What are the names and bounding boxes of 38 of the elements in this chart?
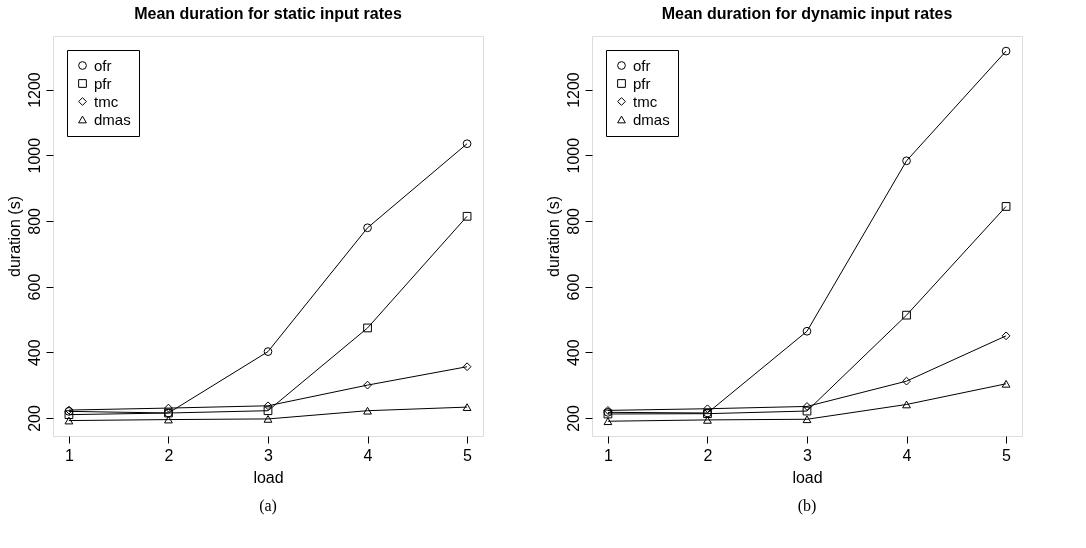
chart-title: Mean duration for static input rates	[134, 5, 402, 22]
x-tick-label: 1	[64, 446, 74, 464]
x-tick-label: 2	[164, 446, 174, 464]
y-tick-label: 200	[25, 404, 43, 432]
chart-title: Mean duration for dynamic input rates	[661, 5, 953, 22]
y-tick-label: 1000	[25, 137, 43, 174]
x-tick-label: 4	[363, 446, 373, 464]
x-tick-label: 2	[703, 446, 713, 464]
legend-label: tmc	[94, 92, 119, 110]
x-tick-label: 5	[463, 446, 473, 464]
y-tick-label: 1200	[564, 72, 582, 108]
y-axis-title: duration (s)	[544, 196, 562, 277]
x-tick-label: 3	[803, 446, 813, 464]
y-tick-label: 600	[564, 273, 582, 301]
x-tick-label: 1	[603, 446, 613, 464]
legend-label: ofr	[633, 56, 651, 74]
y-axis-title: duration (s)	[5, 196, 23, 277]
x-tick-label: 4	[902, 446, 912, 464]
legend-label: dmas	[633, 110, 670, 128]
y-tick-label: 600	[25, 273, 43, 301]
y-tick-label: 800	[564, 207, 582, 235]
y-tick-label: 1200	[25, 72, 43, 108]
x-tick-label: 5	[1002, 446, 1012, 464]
y-tick-label: 400	[564, 339, 582, 367]
legend-label: tmc	[633, 92, 658, 110]
legend-label: pfr	[94, 74, 112, 92]
y-tick-label: 200	[564, 404, 582, 432]
text: (b)	[797, 497, 817, 515]
legend-label: dmas	[94, 110, 131, 128]
legend-label: ofr	[94, 56, 112, 74]
x-axis-title: load	[792, 468, 823, 486]
x-tick-label: 3	[264, 446, 274, 464]
legend-label: pfr	[633, 74, 651, 92]
y-tick-label: 400	[25, 339, 43, 367]
y-tick-label: 800	[25, 207, 43, 235]
y-tick-label: 1000	[564, 137, 582, 174]
x-axis-title: load	[253, 468, 284, 486]
text: (a)	[259, 497, 277, 515]
